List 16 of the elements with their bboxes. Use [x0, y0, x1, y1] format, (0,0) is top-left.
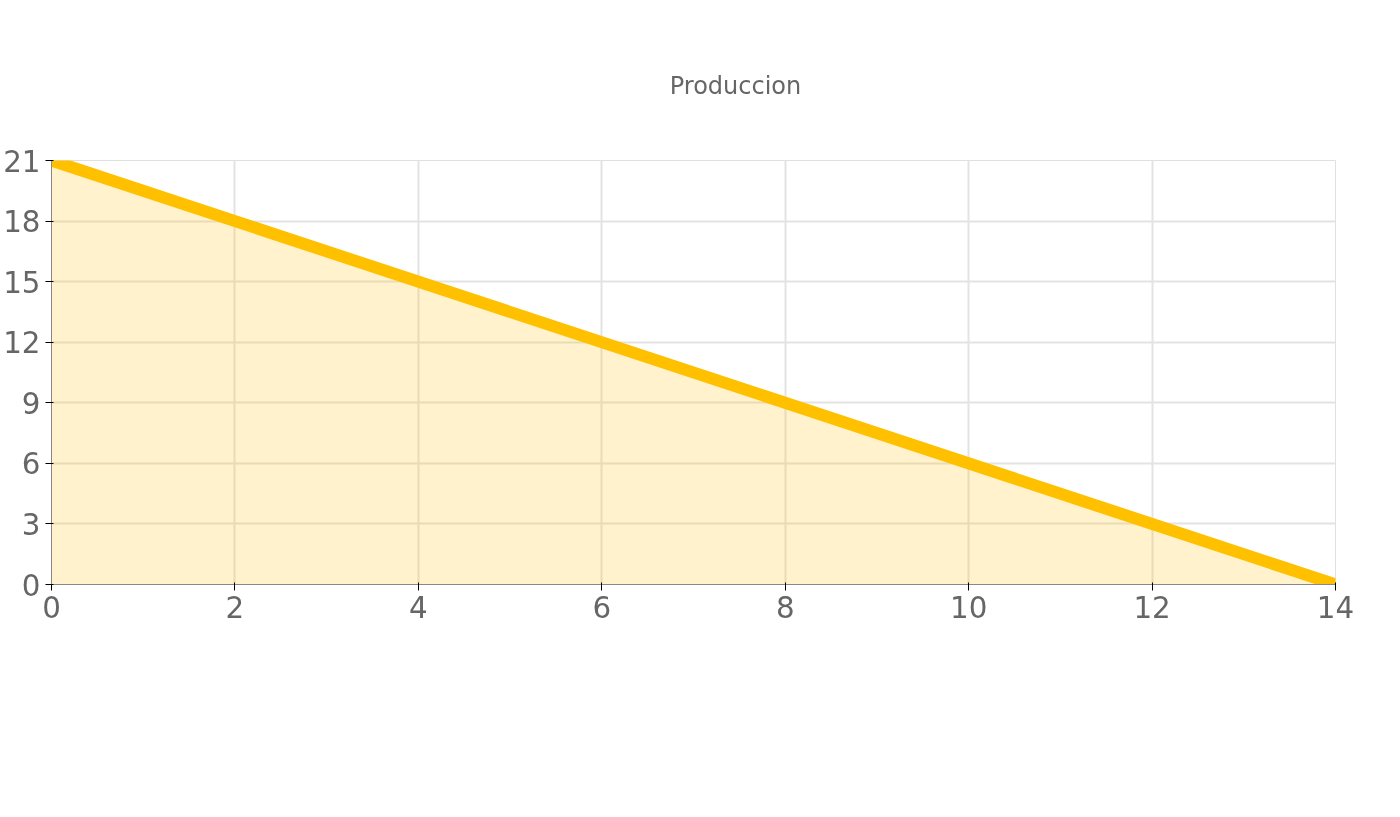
x-tick-label: 2 [225, 590, 245, 625]
x-tick-label: 6 [592, 590, 612, 625]
y-tick-label: 18 [3, 205, 41, 240]
y-tick-label: 9 [21, 386, 41, 421]
y-tick-label: 3 [21, 507, 41, 542]
x-tick-label: 4 [409, 590, 428, 625]
x-tick-label: 14 [1316, 590, 1355, 625]
x-tick-label: 12 [1133, 590, 1171, 625]
y-tick-label: 6 [21, 447, 41, 482]
x-tick-label: 8 [775, 590, 795, 625]
text: Produccion [669, 72, 802, 100]
y-tick-label: 21 [3, 144, 41, 179]
y-tick-label: 15 [3, 265, 41, 300]
y-tick-label: 12 [3, 326, 41, 361]
x-tick-label: 10 [949, 590, 988, 625]
y-tick-label: 0 [21, 568, 41, 603]
